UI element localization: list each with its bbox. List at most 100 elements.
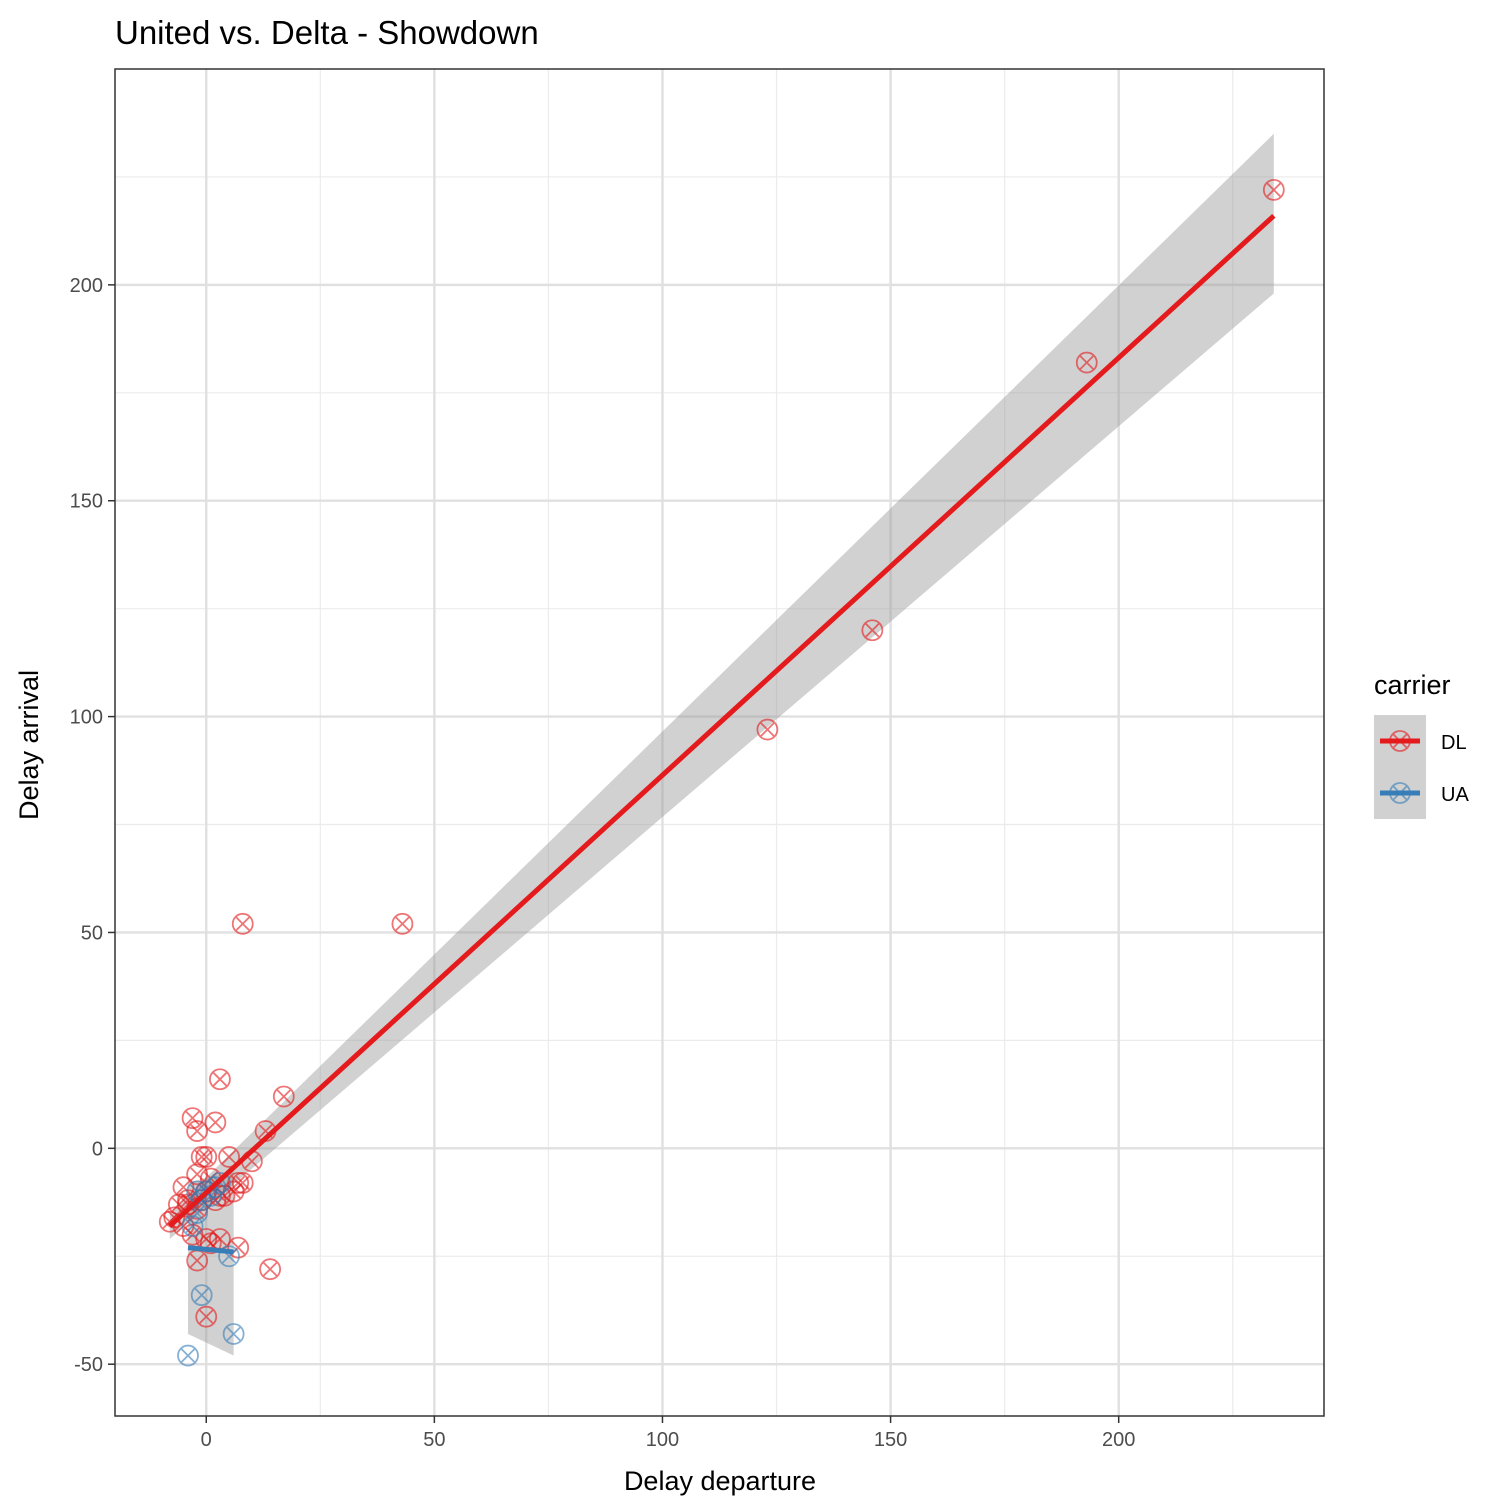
data-point-dl [204, 1111, 227, 1134]
point-cross [193, 1287, 210, 1303]
y-axis-title: Delay arrival [14, 670, 44, 820]
y-tick-label: 50 [81, 922, 103, 944]
point-circle [181, 1107, 204, 1130]
data-point-ua [177, 1344, 199, 1367]
point-cross [189, 1205, 205, 1221]
panel-background [115, 69, 1324, 1416]
data-point-dl [186, 1163, 209, 1186]
point-circle [190, 1284, 213, 1307]
legend-item-dl: DL [1374, 715, 1467, 767]
legend-label-ua: UA [1441, 784, 1469, 806]
point-cross [189, 1166, 205, 1182]
point-circle [195, 1146, 218, 1168]
point-cross [189, 1252, 205, 1269]
data-point-dl [259, 1258, 282, 1281]
point-cross [262, 1261, 278, 1277]
x-tick-label: 50 [423, 1429, 445, 1451]
point-cross [189, 1123, 205, 1139]
point-circle [177, 1344, 199, 1367]
point-circle [391, 912, 414, 935]
point-cross [864, 622, 881, 638]
axes: 0 50 100 150 200 -50 0 50 100 150 200 [70, 68, 1325, 1451]
point-circle [1262, 178, 1285, 201]
regression-lines [168, 213, 1276, 1255]
point-circle [259, 1258, 282, 1281]
legend-items: DL UA [1374, 715, 1469, 819]
point-cross [189, 1183, 205, 1200]
point-cross [184, 1110, 201, 1126]
plot-panel [115, 69, 1324, 1416]
x-tick-label: 0 [201, 1429, 212, 1451]
point-circle [272, 1085, 295, 1108]
regression-line-dl [168, 213, 1276, 1228]
point-cross [221, 1149, 237, 1165]
data-point-dl [195, 1305, 218, 1328]
point-cross [244, 1153, 260, 1169]
point-cross [207, 1114, 224, 1131]
point-cross [235, 916, 251, 932]
point-circle [209, 1068, 231, 1091]
y-tick-label: 0 [92, 1138, 103, 1160]
data-point-dl [756, 718, 779, 741]
data-point-dl [209, 1068, 231, 1091]
data-point-dl [1075, 351, 1098, 374]
data-point-ua [218, 1245, 240, 1268]
point-cross [225, 1326, 242, 1342]
x-axis-title: Delay departure [624, 1466, 816, 1496]
point-cross [184, 1218, 201, 1234]
point-circle [222, 1323, 245, 1345]
data-point-dl [231, 912, 254, 935]
data-point-dl [186, 1120, 209, 1142]
data-point-dl [861, 619, 884, 642]
point-circle [204, 1111, 227, 1134]
point-circle [195, 1305, 218, 1328]
point-cross [276, 1088, 292, 1105]
confidence-ribbon-dl [169, 133, 1274, 1239]
point-circle [181, 1215, 204, 1237]
point-cross [1079, 354, 1095, 371]
data-point-dl [391, 912, 414, 935]
data-point-ua [190, 1284, 213, 1307]
point-circle [756, 718, 779, 741]
point-circle [209, 1171, 231, 1194]
point-circle [190, 1146, 213, 1168]
point-circle [186, 1120, 209, 1142]
point-cross [1266, 182, 1282, 198]
point-cross [180, 1347, 196, 1364]
y-tick-label: -50 [74, 1354, 103, 1376]
data-point-ua [222, 1323, 245, 1345]
point-cross [212, 1071, 228, 1087]
point-circle [1075, 351, 1098, 374]
panel-border [114, 68, 1325, 1417]
data-point-ua [181, 1215, 204, 1237]
y-tick-label: 150 [70, 491, 103, 513]
legend: carrier DL UA [1374, 670, 1469, 819]
data-point-dl [195, 1146, 218, 1168]
y-tick-label: 100 [70, 707, 103, 729]
x-tick-label: 200 [1102, 1429, 1135, 1451]
regression-line-ua [187, 1245, 234, 1255]
point-cross [212, 1231, 228, 1247]
point-cross [759, 721, 776, 738]
point-cross [198, 1308, 214, 1325]
y-tick-label: 200 [70, 275, 103, 297]
x-tick-label: 100 [646, 1429, 679, 1451]
point-circle [231, 912, 254, 935]
point-cross [166, 1209, 183, 1226]
data-point-dl [181, 1107, 204, 1130]
data-point-dl [218, 1146, 240, 1168]
point-circle [218, 1245, 240, 1268]
point-cross [221, 1248, 237, 1264]
point-cross [394, 916, 411, 932]
legend-label-dl: DL [1441, 732, 1467, 754]
legend-item-ua: UA [1374, 767, 1469, 819]
point-cross [175, 1179, 192, 1195]
data-point-dl [1262, 178, 1285, 201]
chart-title: United vs. Delta - Showdown [115, 14, 539, 51]
point-circle [218, 1146, 240, 1168]
legend-title: carrier [1374, 670, 1451, 700]
data-point-dl [272, 1085, 295, 1108]
point-cross [225, 1183, 242, 1200]
